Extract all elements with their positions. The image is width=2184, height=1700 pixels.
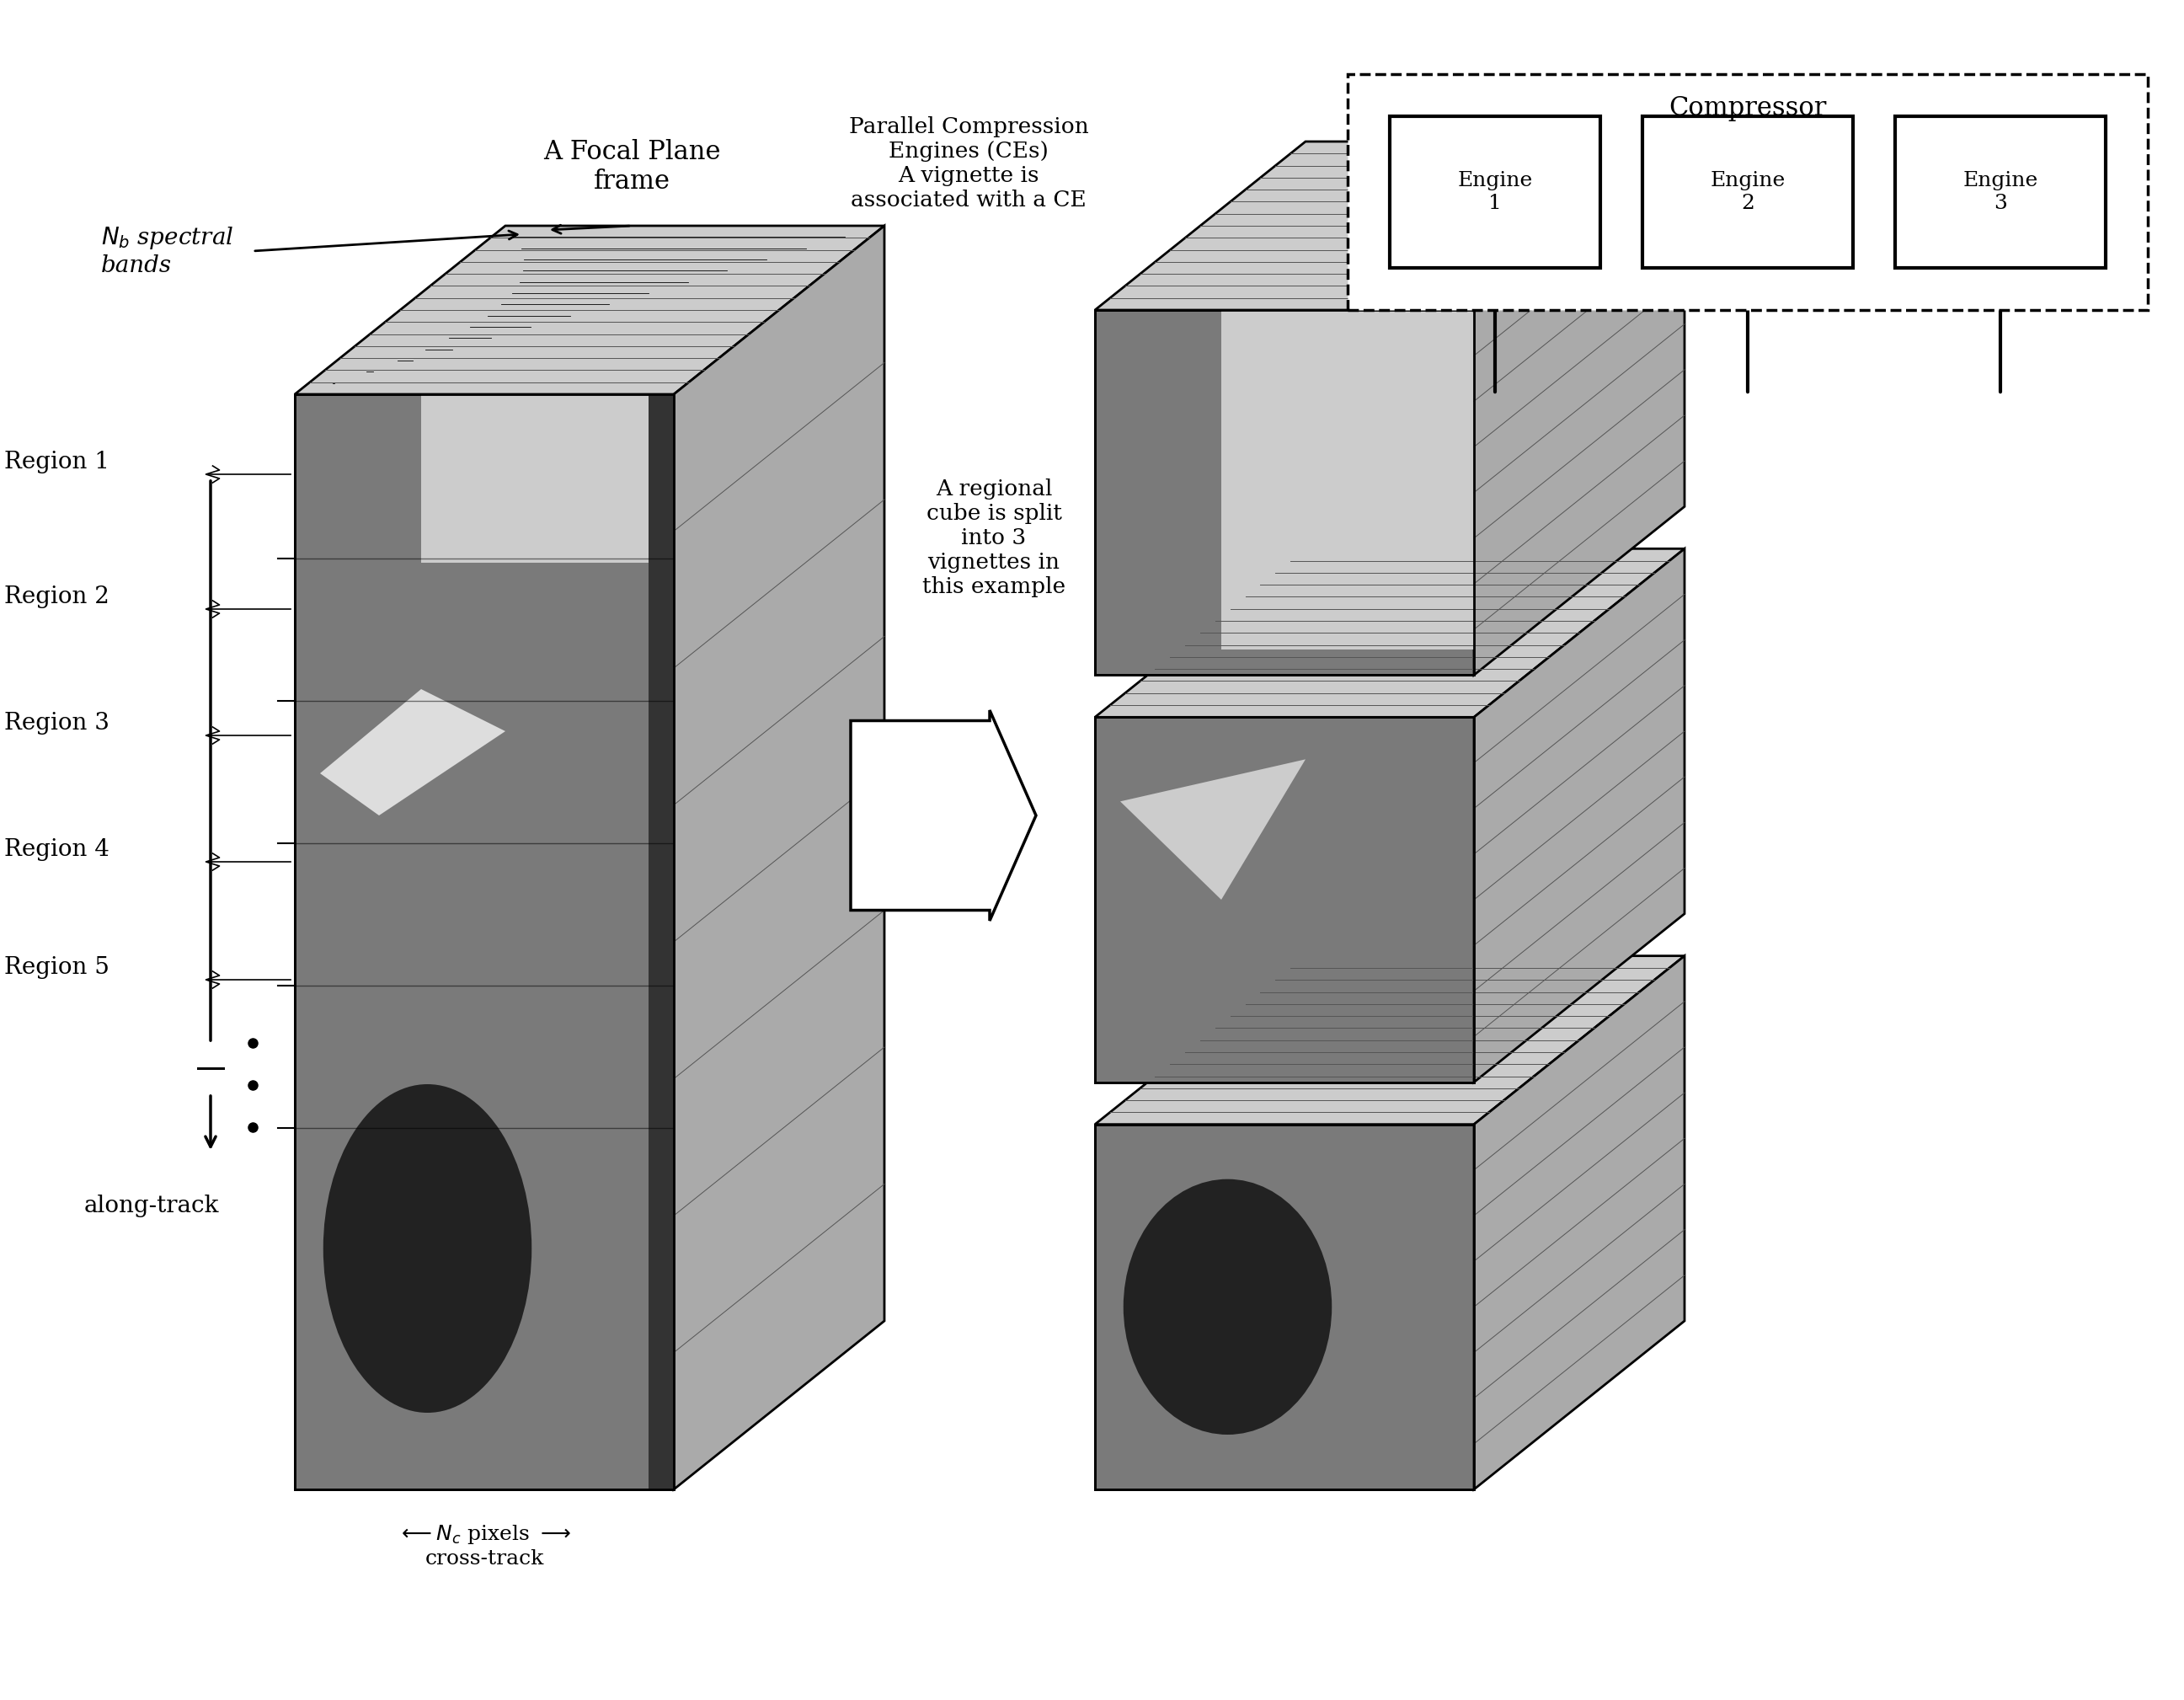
- Polygon shape: [852, 711, 1035, 921]
- Text: Engine
2: Engine 2: [1710, 172, 1784, 212]
- Polygon shape: [321, 689, 505, 816]
- Polygon shape: [1474, 141, 1684, 675]
- Text: Engine
3: Engine 3: [1963, 172, 2038, 212]
- Polygon shape: [1094, 955, 1684, 1124]
- Polygon shape: [1094, 717, 1474, 1083]
- Text: Parallel Compression
Engines (CEs)
A vignette is
associated with a CE: Parallel Compression Engines (CEs) A vig…: [850, 116, 1088, 211]
- Polygon shape: [675, 226, 885, 1489]
- FancyBboxPatch shape: [1642, 116, 1852, 269]
- Text: $N_b$ spectral
bands: $N_b$ spectral bands: [100, 224, 234, 277]
- Text: Region 2: Region 2: [4, 585, 109, 609]
- Polygon shape: [1094, 141, 1684, 309]
- Polygon shape: [422, 394, 675, 563]
- Ellipse shape: [323, 1085, 531, 1413]
- Text: Region 5: Region 5: [4, 955, 109, 979]
- Polygon shape: [1221, 309, 1474, 649]
- Polygon shape: [1094, 309, 1474, 675]
- Polygon shape: [1094, 1124, 1474, 1489]
- FancyBboxPatch shape: [1348, 75, 2147, 309]
- Text: A Focal Plane
frame: A Focal Plane frame: [544, 139, 721, 196]
- FancyBboxPatch shape: [1896, 116, 2105, 269]
- FancyBboxPatch shape: [1389, 116, 1601, 269]
- Text: Region 4: Region 4: [4, 838, 109, 860]
- Polygon shape: [295, 394, 675, 1489]
- Polygon shape: [1120, 760, 1306, 899]
- Text: A regional
cube is split
into 3
vignettes in
this example: A regional cube is split into 3 vignette…: [922, 478, 1066, 597]
- Text: Region 1: Region 1: [4, 450, 109, 473]
- Ellipse shape: [1123, 1180, 1332, 1435]
- Polygon shape: [1474, 549, 1684, 1083]
- Text: $\longleftarrow N_c$ pixels $\longrightarrow$
cross-track: $\longleftarrow N_c$ pixels $\longrighta…: [397, 1523, 570, 1567]
- Text: along-track: along-track: [85, 1195, 218, 1217]
- Text: Region 3: Region 3: [4, 711, 109, 734]
- Text: Engine
1: Engine 1: [1457, 172, 1533, 212]
- Polygon shape: [649, 394, 675, 1489]
- Polygon shape: [1474, 955, 1684, 1489]
- Polygon shape: [1094, 549, 1684, 717]
- Polygon shape: [295, 226, 885, 394]
- Text: Compressor: Compressor: [1669, 95, 1826, 121]
